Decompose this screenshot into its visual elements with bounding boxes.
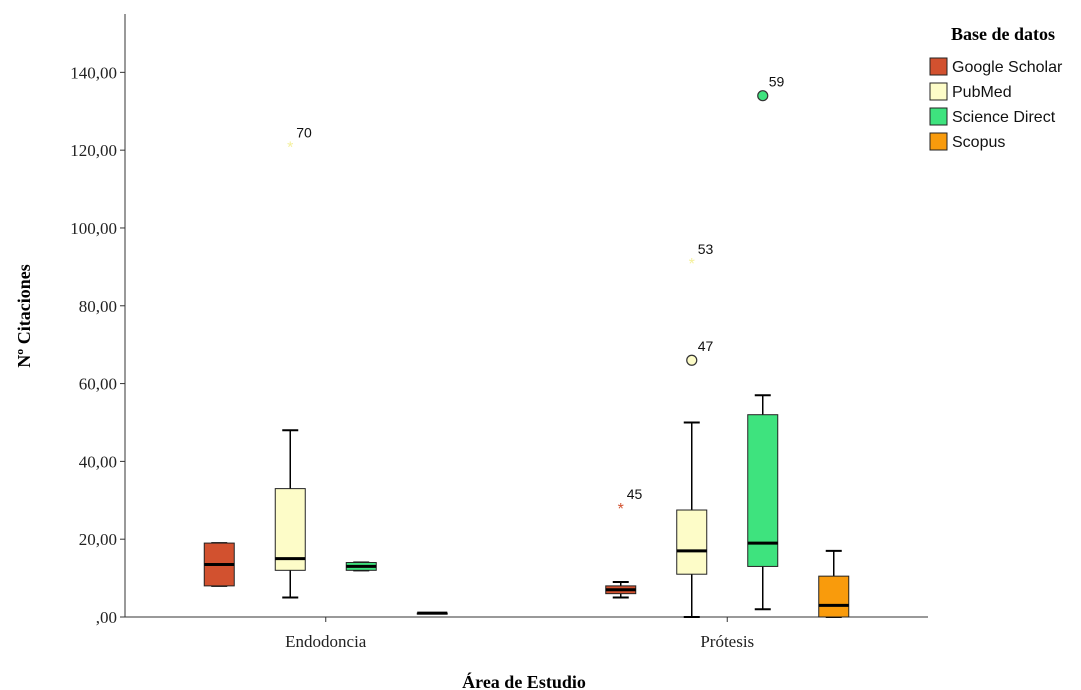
- box-iqr: [676, 509, 708, 575]
- box-scopus-endodoncia: [416, 611, 448, 615]
- x-ticks: Endodoncia Prótesis: [285, 617, 754, 651]
- legend-item-label: Google Scholar: [952, 59, 1063, 76]
- box-iqr: [274, 488, 306, 571]
- outlier-label: 47: [698, 338, 714, 354]
- y-tick-label: 140,00: [70, 63, 117, 82]
- y-tick-label: 120,00: [70, 141, 117, 160]
- box-google-scholar-endodoncia: [203, 542, 235, 587]
- box-scopus-prótesis: [818, 549, 850, 618]
- outlier-label: 59: [769, 74, 785, 90]
- outlier-label: 70: [296, 124, 312, 140]
- boxes: [203, 394, 850, 618]
- outlier-circle: [757, 90, 769, 102]
- box-pubmed-endodoncia: [274, 429, 306, 599]
- legend-swatch: [929, 82, 948, 101]
- x-tick-label: Endodoncia: [285, 632, 367, 651]
- legend-swatch: [929, 132, 948, 151]
- legend-swatch: [929, 57, 948, 76]
- outlier-star: *: [287, 139, 293, 156]
- axes: [124, 14, 928, 618]
- outlier-label: 45: [627, 486, 643, 502]
- y-tick-label: 80,00: [79, 297, 117, 316]
- legend: Base de datos Google Scholar PubMed Scienc…: [929, 24, 1063, 151]
- y-tick-label: 100,00: [70, 219, 117, 238]
- y-tick-label: 20,00: [79, 530, 117, 549]
- legend-item-label: PubMed: [952, 84, 1012, 101]
- box-google-scholar-prótesis: [605, 580, 637, 599]
- y-ticks: ,00 20,00 40,00 60,00 80,00 100,00 120,00 140,0…: [70, 63, 125, 627]
- box-iqr: [747, 414, 779, 567]
- legend-swatch: [929, 107, 948, 126]
- legend-item-label: Science Direct: [952, 109, 1056, 126]
- box-pubmed-prótesis: [676, 421, 708, 618]
- legend-title: Base de datos: [951, 24, 1055, 44]
- box-science-direct-endodoncia: [345, 561, 377, 572]
- outlier-star: *: [618, 501, 624, 518]
- x-axis-label: Área de Estudio: [462, 671, 586, 690]
- y-axis-label: Nº Citaciones: [14, 264, 34, 367]
- legend-item-label: Scopus: [952, 134, 1005, 151]
- box-iqr: [818, 575, 850, 618]
- outlier-label: 53: [698, 241, 714, 257]
- y-tick-label: 40,00: [79, 452, 117, 471]
- y-tick-label: ,00: [96, 608, 117, 627]
- box-science-direct-prótesis: [747, 394, 779, 611]
- y-tick-label: 60,00: [79, 375, 117, 394]
- x-tick-label: Prótesis: [700, 632, 754, 651]
- outlier-star: *: [689, 256, 695, 273]
- outlier-circle: [686, 354, 698, 366]
